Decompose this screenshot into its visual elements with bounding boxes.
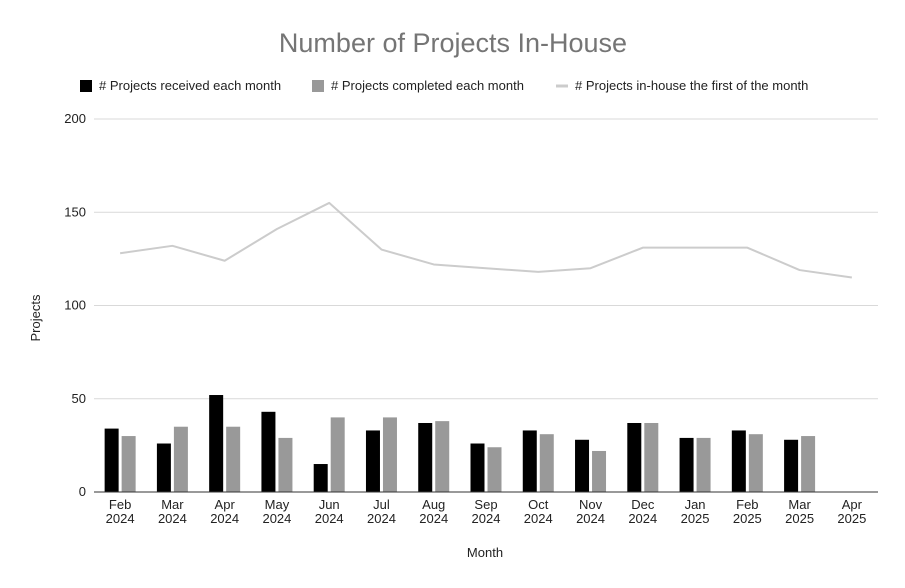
line-series	[119, 201, 853, 279]
x-tick-label: Oct 2024	[524, 497, 553, 526]
bar-completed	[644, 422, 659, 492]
bar-received	[365, 430, 380, 492]
y-tick-label: 50	[72, 391, 86, 406]
bar-completed	[748, 434, 763, 492]
y-tick-label: 150	[64, 204, 86, 219]
legend-swatch	[312, 80, 324, 92]
bar-received	[313, 464, 328, 492]
bar-completed	[435, 421, 450, 492]
bar-received	[209, 395, 224, 492]
bar-completed	[487, 447, 502, 492]
x-tick-label: Jul 2024	[367, 497, 396, 526]
bar-completed	[278, 437, 293, 492]
x-tick-label: Aug 2024	[419, 497, 448, 526]
x-tick-label: Feb 2025	[733, 497, 762, 526]
x-axis-ticks: Feb 2024 Mar 2024 Apr 2024 May 2024 Jun 2024 Jul 20…	[106, 497, 867, 526]
y-tick-label: 100	[64, 298, 86, 313]
line-in-house	[119, 201, 853, 279]
x-tick-label: Nov 2024	[576, 497, 605, 526]
bar-received	[731, 430, 746, 492]
legend-item: # Projects received each month	[80, 78, 281, 93]
x-tick-label: Jun 2024	[315, 497, 344, 526]
bar-completed	[330, 417, 345, 492]
legend-label: # Projects in-house the first of the mon…	[575, 78, 808, 93]
x-tick-label: Sep 2024	[472, 497, 501, 526]
bar-completed	[801, 436, 816, 492]
bar-completed	[539, 434, 554, 492]
y-axis-title: Projects	[28, 294, 43, 341]
bar-completed	[382, 417, 397, 492]
y-tick-label: 200	[64, 111, 86, 126]
bar-received	[575, 439, 590, 492]
y-tick-label: 0	[79, 484, 86, 499]
x-tick-label: Apr 2024	[210, 497, 239, 526]
bar-received	[104, 428, 119, 492]
bar-received	[784, 439, 799, 492]
bar-received	[261, 411, 276, 492]
x-axis-title: Month	[467, 545, 503, 560]
legend: # Projects received each month # Projects…	[80, 78, 808, 93]
x-tick-label: Mar 2024	[158, 497, 187, 526]
x-tick-label: Feb 2024	[106, 497, 135, 526]
bars	[104, 395, 816, 492]
legend-label: # Projects received each month	[99, 78, 281, 93]
bar-received	[522, 430, 537, 492]
bar-received	[470, 443, 485, 492]
bar-completed	[173, 426, 188, 492]
gridlines	[94, 118, 878, 400]
bar-received	[627, 422, 642, 492]
bar-completed	[696, 437, 711, 492]
legend-swatch	[80, 80, 92, 92]
x-tick-label: Apr 2025	[837, 497, 866, 526]
bar-completed	[592, 450, 607, 492]
legend-item: # Projects in-house the first of the mon…	[556, 78, 808, 93]
bar-completed	[226, 426, 241, 492]
chart-title: Number of Projects In-House	[279, 28, 627, 58]
legend-item: # Projects completed each month	[312, 78, 524, 93]
x-tick-label: Mar 2025	[785, 497, 814, 526]
bar-received	[418, 422, 433, 492]
legend-label: # Projects completed each month	[331, 78, 524, 93]
y-axis-ticks: 0 50 100 150 200	[64, 111, 86, 499]
bar-completed	[121, 436, 136, 492]
bar-received	[679, 437, 694, 492]
bar-received	[156, 443, 171, 492]
x-tick-label: May 2024	[262, 497, 291, 526]
x-tick-label: Jan 2025	[681, 497, 710, 526]
x-tick-label: Dec 2024	[628, 497, 657, 526]
